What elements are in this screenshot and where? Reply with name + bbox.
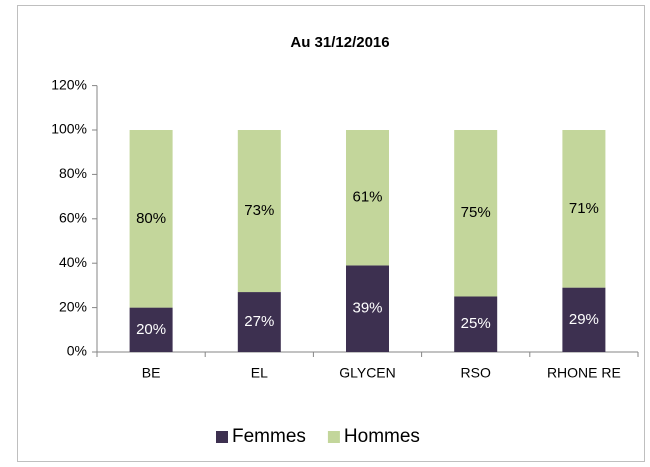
bar-segment <box>346 265 389 352</box>
y-tick-label: 20% <box>59 298 87 314</box>
x-tick-label: EL <box>251 365 268 381</box>
bar-segment <box>237 130 281 293</box>
y-tick-label: 40% <box>59 254 87 270</box>
data-label: 39% <box>352 300 382 317</box>
data-label: 27% <box>244 313 274 330</box>
x-tick-label: GLYCEN <box>339 365 396 381</box>
chart-title: Au 31/12/2016 <box>290 34 389 51</box>
x-tick-label: RSO <box>461 365 491 381</box>
bar-segment <box>237 292 281 352</box>
legend-swatch <box>327 431 340 443</box>
legend-label: Femmes <box>232 426 306 447</box>
legend-label: Hommes <box>344 426 420 447</box>
bar-segment <box>562 287 606 352</box>
chart-border <box>17 5 645 462</box>
y-tick-label: 100% <box>51 121 87 137</box>
bar-segment <box>454 130 498 297</box>
data-label: 25% <box>461 315 491 332</box>
data-label: 80% <box>136 210 166 227</box>
y-tick-label: 60% <box>59 210 87 226</box>
bar-segment <box>129 307 173 352</box>
x-tick-label: RHONE RE <box>547 365 621 381</box>
bar-segment <box>562 130 606 288</box>
bar-segment <box>454 296 498 352</box>
data-label: 75% <box>461 204 491 221</box>
data-label: 73% <box>244 202 274 219</box>
data-label: 61% <box>352 189 382 206</box>
data-label: 29% <box>569 311 599 328</box>
y-tick-label: 80% <box>59 165 87 181</box>
y-tick-label: 0% <box>67 343 87 359</box>
data-label: 20% <box>136 321 166 338</box>
x-tick-label: BE <box>142 365 161 381</box>
data-label: 71% <box>569 200 599 217</box>
bar-segment <box>346 130 389 266</box>
y-tick-label: 120% <box>51 76 87 92</box>
legend-swatch <box>216 431 228 443</box>
bar-segment <box>129 130 173 308</box>
